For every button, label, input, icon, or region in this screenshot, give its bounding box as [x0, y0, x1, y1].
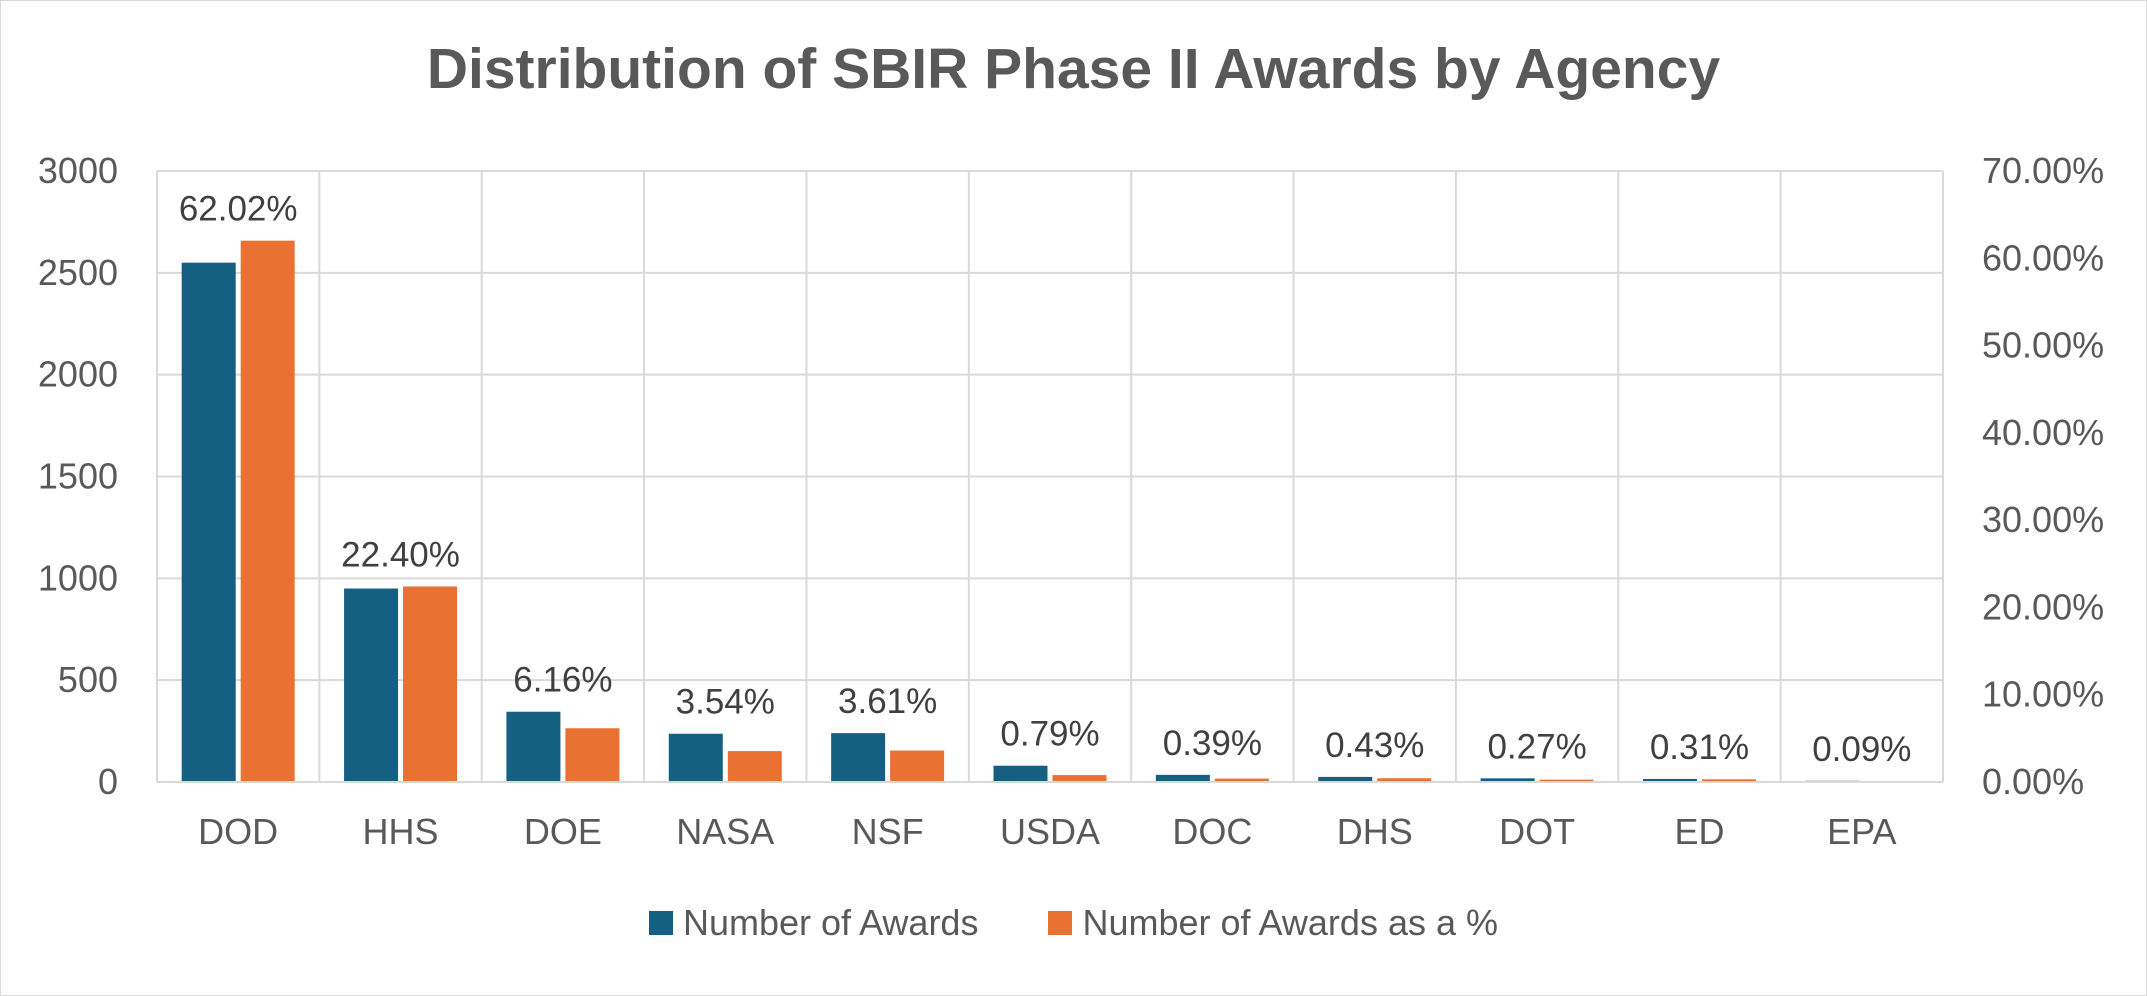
- bar-number-of-awards-hhs: [344, 588, 399, 782]
- bar-number-of-awards-doe: [506, 711, 561, 782]
- x-tick-label-dhs: DHS: [1337, 811, 1413, 852]
- x-tick-label-nasa: NASA: [676, 811, 774, 852]
- y-left-tick-label: 2500: [38, 252, 118, 293]
- bar-number-of-awards-percent-nasa: [727, 751, 782, 782]
- y-left-tick-label: 2000: [38, 354, 118, 395]
- legend-label-number-of-awards: Number of Awards: [682, 902, 979, 943]
- bar-number-of-awards-percent-dhs: [1377, 778, 1432, 782]
- x-tick-label-ed: ED: [1674, 811, 1724, 852]
- y-right-tick-label: 30.00%: [1982, 499, 2104, 540]
- data-label-dod: 62.02%: [179, 190, 298, 229]
- bar-number-of-awards-percent-dod: [240, 240, 295, 783]
- y-right-tick-label: 60.00%: [1982, 237, 2104, 278]
- bar-number-of-awards-percent-usda: [1052, 775, 1107, 782]
- legend-swatch-number-of-awards: [648, 911, 673, 935]
- y-right-tick-label: 50.00%: [1982, 325, 2104, 366]
- y-left-tick-label: 1500: [38, 456, 118, 497]
- data-label-usda: 0.79%: [1000, 715, 1099, 754]
- legend-item-number-of-awards-percent: Number of Awards as a %: [1048, 902, 1498, 944]
- bar-number-of-awards-percent-doc: [1214, 778, 1269, 782]
- bar-number-of-awards-dot: [1480, 778, 1535, 782]
- legend-swatch-number-of-awards-percent: [1048, 911, 1073, 935]
- bar-number-of-awards-nsf: [831, 733, 886, 782]
- bar-number-of-awards-dod: [181, 262, 236, 782]
- data-label-ed: 0.31%: [1650, 728, 1749, 767]
- bar-number-of-awards-ed: [1642, 778, 1697, 782]
- chart-legend: Number of Awards Number of Awards as a %: [0, 902, 2147, 944]
- x-tick-label-hhs: HHS: [363, 811, 439, 852]
- y-left-tick-label: 3000: [38, 150, 118, 191]
- data-label-nasa: 3.54%: [676, 683, 775, 722]
- y-right-tick-label: 20.00%: [1982, 586, 2104, 627]
- data-label-hhs: 22.40%: [341, 535, 460, 574]
- x-tick-label-doc: DOC: [1172, 811, 1252, 852]
- bar-number-of-awards-dhs: [1318, 776, 1373, 782]
- y-right-tick-label: 70.00%: [1982, 150, 2104, 191]
- y-left-tick-label: 0: [98, 761, 118, 802]
- bar-number-of-awards-percent-dot: [1539, 779, 1594, 782]
- x-tick-label-epa: EPA: [1827, 811, 1896, 852]
- data-label-dhs: 0.43%: [1325, 726, 1424, 765]
- bar-number-of-awards-nasa: [668, 733, 723, 782]
- chart-title: Distribution of SBIR Phase II Awards by …: [426, 37, 1721, 101]
- y-left-tick-label: 1000: [38, 557, 118, 598]
- y-right-tick-label: 0.00%: [1982, 761, 2084, 802]
- legend-label-number-of-awards-percent: Number of Awards as a %: [1082, 902, 1498, 943]
- data-label-epa: 0.09%: [1812, 730, 1911, 769]
- y-right-tick-label: 10.00%: [1982, 674, 2104, 715]
- x-tick-label-doe: DOE: [524, 811, 602, 852]
- x-tick-label-dot: DOT: [1499, 811, 1575, 852]
- bar-number-of-awards-percent-ed: [1701, 779, 1756, 782]
- bar-number-of-awards-percent-doe: [565, 728, 620, 782]
- data-label-doe: 6.16%: [513, 661, 612, 700]
- x-tick-label-nsf: NSF: [852, 811, 924, 852]
- data-label-nsf: 3.61%: [838, 682, 937, 721]
- legend-item-number-of-awards: Number of Awards: [648, 902, 979, 944]
- data-label-dot: 0.27%: [1487, 727, 1586, 766]
- y-left-tick-label: 500: [58, 659, 118, 700]
- bar-number-of-awards-usda: [993, 765, 1048, 782]
- y-right-tick-label: 40.00%: [1982, 412, 2104, 453]
- x-tick-label-dod: DOD: [198, 811, 278, 852]
- bar-number-of-awards-percent-hhs: [403, 586, 458, 782]
- bar-number-of-awards-doc: [1155, 774, 1210, 782]
- data-label-doc: 0.39%: [1163, 724, 1262, 763]
- x-tick-label-usda: USDA: [1000, 811, 1100, 852]
- bar-number-of-awards-percent-nsf: [890, 750, 945, 782]
